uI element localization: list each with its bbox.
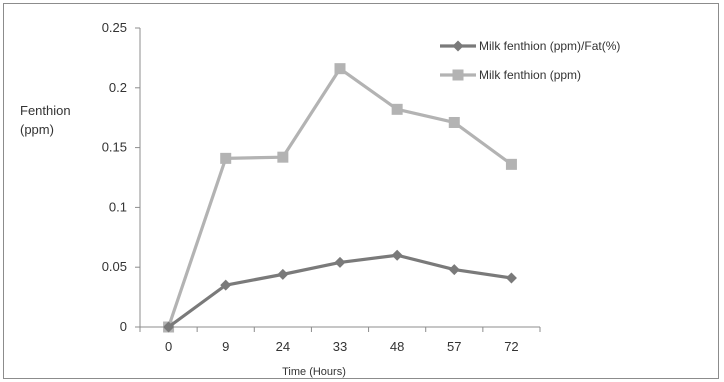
x-tick-label: 72 [504,339,518,354]
legend-label: Milk fenthion (ppm)/Fat(%) [479,39,620,53]
data-point [391,249,403,261]
data-point [277,268,289,280]
legend-item: Milk fenthion (ppm) [440,68,581,82]
series-1 [163,249,517,333]
legend-swatch-marker [452,69,464,81]
y-tick-label: 0.15 [102,140,127,155]
data-point [448,264,460,276]
data-point [334,63,346,75]
data-point [448,116,460,128]
x-tick-label: 24 [276,339,290,354]
data-point [505,272,517,284]
y-tick-label: 0.25 [102,20,127,35]
legend-item: Milk fenthion (ppm)/Fat(%) [440,39,620,53]
y-axis-title-line1: Fenthion [20,103,71,118]
legend-label: Milk fenthion (ppm) [479,68,581,82]
x-tick-label: 48 [390,339,404,354]
chart-frame [3,3,719,379]
y-tick-label: 0.1 [109,199,127,214]
data-point [334,256,346,268]
series-layer [163,63,517,333]
y-tick-label: 0 [120,319,127,334]
data-point [505,158,517,170]
x-tick-label: 33 [333,339,347,354]
x-tick-label: 9 [222,339,229,354]
legend-swatch-marker [452,40,464,52]
y-axis-title: Fenthion (ppm) [20,101,71,139]
x-tick-label: 57 [447,339,461,354]
x-tick-label: 0 [165,339,172,354]
x-axis-title: Time (Hours) [282,366,346,378]
data-point [163,321,175,333]
y-tick-label: 0.2 [109,80,127,95]
x-ticks: 0 9 24 33 48 57 72 [139,327,541,354]
data-point [277,151,289,163]
y-ticks: 0 0.05 0.1 0.15 0.2 0.25 [102,20,140,334]
y-axis-title-line2: (ppm) [20,122,54,137]
axes [139,28,540,328]
data-point [391,103,403,115]
data-point [220,152,232,164]
y-tick-label: 0.05 [102,259,127,274]
data-point [220,279,232,291]
legend: Milk fenthion (ppm)/Fat(%) Milk fenthion … [440,39,620,82]
